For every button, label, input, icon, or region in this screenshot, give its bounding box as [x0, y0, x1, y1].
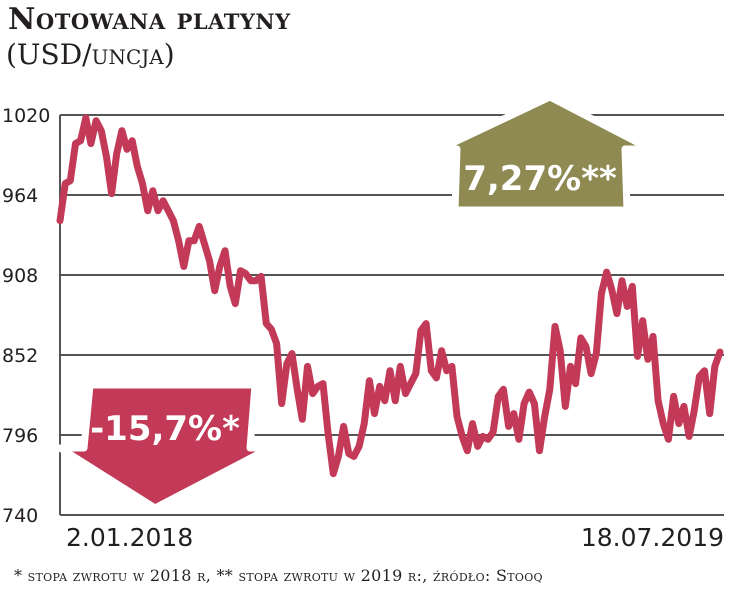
arrow-down-icon: [56, 381, 274, 512]
y-tick-label: 740: [2, 505, 38, 527]
up-badge-label: 7,27%**: [463, 159, 617, 199]
y-tick-label: 796: [2, 425, 38, 447]
chart-title: Notowana platyny: [8, 2, 291, 37]
y-tick-label: 852: [2, 345, 38, 367]
y-tick-label: 1020: [2, 105, 50, 127]
y-tick-label: 908: [2, 265, 38, 287]
down-arrow-badge: -15,7%*: [56, 381, 274, 512]
y-tick-label: 964: [2, 185, 38, 207]
chart-subtitle: (USD/uncja): [6, 38, 175, 71]
x-tick-end: 18.07.2019: [581, 523, 724, 552]
series-line: [56, 114, 724, 478]
x-tick-start: 2.01.2018: [66, 523, 193, 552]
down-badge-label: -15,7%*: [90, 409, 240, 449]
up-arrow-badge: 7,27%**: [436, 93, 654, 214]
arrow-up-icon: [436, 93, 654, 214]
footnote: * stopa zwrotu w 2018 r, ** stopa zwrotu…: [14, 566, 543, 585]
